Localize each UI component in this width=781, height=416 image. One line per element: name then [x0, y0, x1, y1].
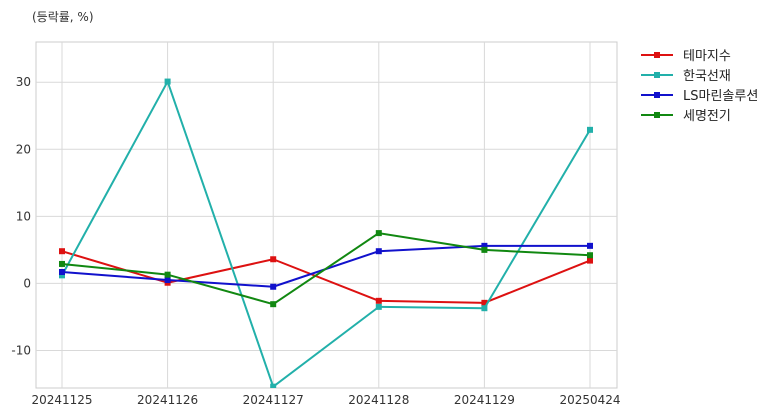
series-1-point	[481, 299, 488, 306]
legend-label: LS마린솔루션	[683, 89, 758, 104]
series-1-point	[270, 256, 277, 263]
series-2-point	[270, 383, 277, 388]
legend-swatch-marker	[654, 112, 660, 118]
series-2-point	[587, 126, 593, 133]
series-line-1	[61, 250, 591, 304]
legend-label: 세명전기	[683, 109, 731, 124]
y-tick-label: -10	[11, 343, 31, 357]
grid	[36, 42, 617, 388]
series-4-point	[270, 301, 277, 308]
series-4-point	[375, 230, 382, 237]
series-1-point	[375, 297, 382, 304]
legend-swatch-marker	[654, 92, 660, 98]
series-3-point	[375, 248, 382, 255]
series-4-point	[164, 271, 171, 278]
series-line-4	[61, 232, 591, 306]
x-tick-label: 20241126	[137, 393, 198, 407]
legend-swatch-marker	[654, 72, 660, 78]
x-axis-ticks: 20241125 20241126 20241127 20241128 20241129…	[31, 393, 620, 407]
x-tick-label: 20241125	[31, 393, 92, 407]
y-tick-label: 10	[16, 209, 31, 223]
series-1-point	[59, 248, 65, 255]
series-2-point	[375, 303, 382, 310]
legend-swatch-marker	[654, 52, 660, 58]
series-4-point	[59, 260, 65, 267]
x-tick-label: 20241129	[454, 393, 515, 407]
series-2-point	[164, 78, 171, 85]
series-2-point	[59, 272, 65, 279]
series-layer	[59, 78, 593, 388]
series-3-point	[164, 277, 171, 284]
x-tick-label: 20241127	[243, 393, 304, 407]
series-1-point	[587, 257, 593, 264]
series-3-point	[587, 242, 593, 249]
y-tick-label: 0	[23, 276, 31, 290]
legend-label: 테마지수	[683, 49, 731, 64]
legend-label: 한국선재	[683, 69, 731, 84]
series-4-point	[587, 252, 593, 259]
y-tick-label: 20	[16, 142, 31, 156]
series-3-point	[270, 283, 277, 290]
y-axis-ticks: -10 0 10 20 30	[11, 75, 31, 357]
y-tick-label: 30	[16, 75, 31, 89]
x-tick-label: 20250424	[559, 393, 620, 407]
unit-label: (등락률, %)	[32, 10, 94, 24]
series-2-point	[481, 305, 488, 312]
plot-area	[35, 41, 618, 389]
series-3-point	[59, 268, 65, 275]
series-line-2	[61, 80, 591, 388]
series-3-point	[481, 242, 488, 249]
x-tick-label: 20241128	[348, 393, 409, 407]
series-4-point	[481, 246, 488, 253]
